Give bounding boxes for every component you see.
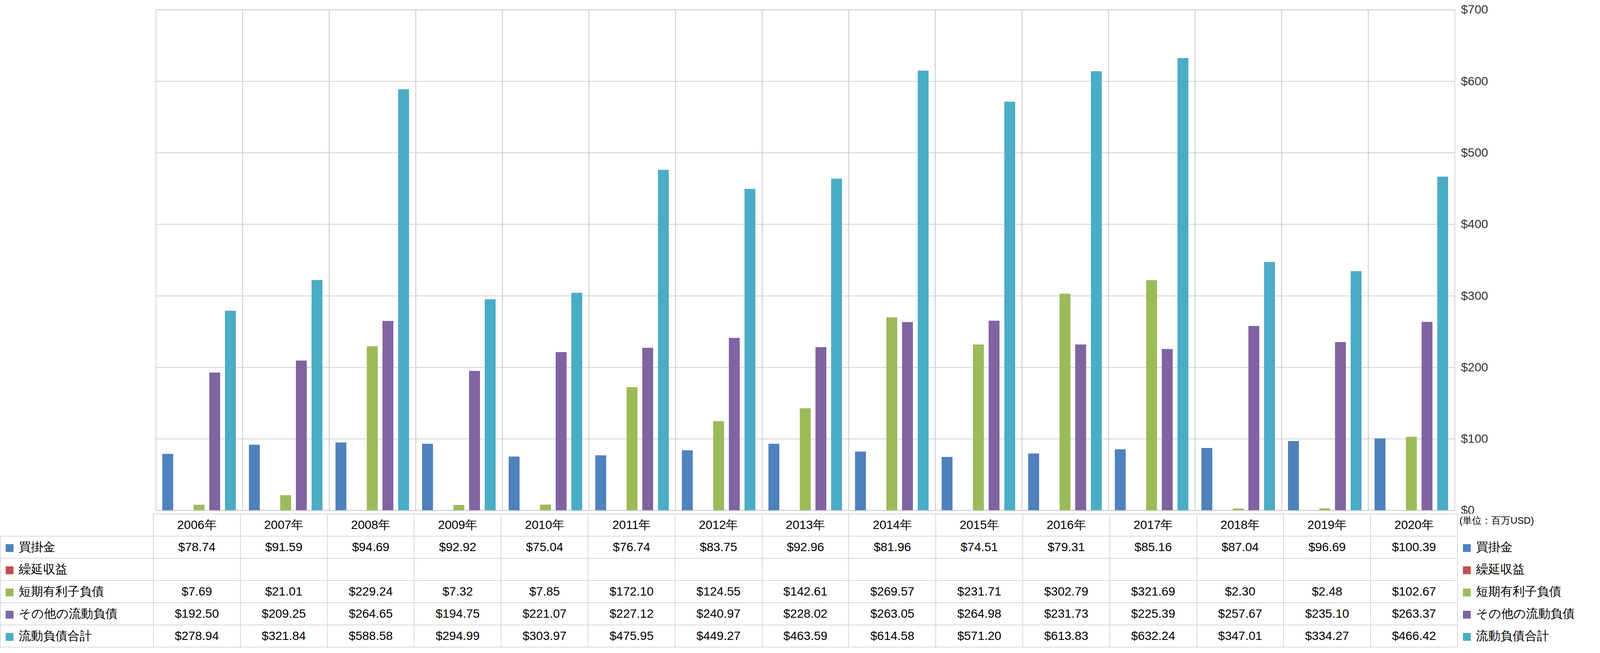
html-text:$124.55: $124.55 bbox=[696, 584, 741, 598]
html-text:繰延収益: 繰延収益 bbox=[18, 562, 68, 576]
html-text:$79.31: $79.31 bbox=[1047, 540, 1085, 554]
html-text:$85.16: $85.16 bbox=[1134, 540, 1172, 554]
html-text:$7.85: $7.85 bbox=[529, 584, 560, 598]
html-text:2007年: 2007年 bbox=[264, 517, 304, 532]
html-text:$7.69: $7.69 bbox=[181, 584, 213, 598]
html-text:$92.92: $92.92 bbox=[439, 540, 477, 554]
html-text:$83.75: $83.75 bbox=[699, 540, 738, 554]
html-text:$87.04: $87.04 bbox=[1221, 540, 1259, 554]
html-text:$334.27: $334.27 bbox=[1305, 628, 1350, 643]
html-text:短期有利子負債: 短期有利子負債 bbox=[1475, 584, 1562, 598]
html-text:$81.96: $81.96 bbox=[873, 540, 912, 554]
html-text:$75.04: $75.04 bbox=[525, 540, 564, 554]
html-text:$264.98: $264.98 bbox=[957, 606, 1002, 621]
html-text:$221.07: $221.07 bbox=[522, 606, 567, 621]
html-text:2009年: 2009年 bbox=[438, 517, 478, 532]
html-text:$192.50: $192.50 bbox=[174, 606, 219, 621]
html-text:2018年: 2018年 bbox=[1220, 517, 1260, 532]
html-text:$102.67: $102.67 bbox=[1391, 584, 1437, 598]
html-text:$303.97: $303.97 bbox=[522, 628, 567, 643]
html-text:2015年: 2015年 bbox=[959, 517, 999, 532]
svg-text:$400: $400 bbox=[1461, 217, 1489, 231]
svg-text:$500: $500 bbox=[1461, 145, 1489, 160]
html-text:$94.69: $94.69 bbox=[352, 540, 390, 554]
html-text:2010年: 2010年 bbox=[524, 517, 565, 532]
html-text:$613.83: $613.83 bbox=[1044, 628, 1089, 643]
html-text:買掛金: 買掛金 bbox=[18, 540, 56, 554]
html-text:$475.95: $475.95 bbox=[609, 628, 654, 643]
html-text:2020年: 2020年 bbox=[1394, 517, 1434, 532]
html-text:$227.12: $227.12 bbox=[609, 606, 654, 621]
html-text:$614.58: $614.58 bbox=[870, 628, 915, 643]
html-text:$231.71: $231.71 bbox=[957, 584, 1002, 598]
html-text:$588.58: $588.58 bbox=[348, 628, 393, 643]
html-text:2013年: 2013年 bbox=[785, 517, 826, 532]
html-text:その他の流動負債: その他の流動負債 bbox=[1475, 606, 1575, 621]
html-text:2012年: 2012年 bbox=[698, 517, 739, 532]
html-text:(単位：百万USD): (単位：百万USD) bbox=[1459, 514, 1534, 526]
html-text:$7.32: $7.32 bbox=[442, 584, 473, 598]
html-text:$2.48: $2.48 bbox=[1311, 584, 1343, 598]
html-text:$100.39: $100.39 bbox=[1391, 540, 1437, 554]
html-text:繰延収益: 繰延収益 bbox=[1475, 562, 1525, 576]
svg-text:$100: $100 bbox=[1461, 431, 1489, 446]
html-text:$240.97: $240.97 bbox=[696, 606, 741, 621]
html-text:2019年: 2019年 bbox=[1307, 517, 1347, 532]
html-text:$2.30: $2.30 bbox=[1224, 584, 1256, 598]
html-text:$228.02: $228.02 bbox=[783, 606, 828, 621]
html-text:$278.94: $278.94 bbox=[174, 628, 219, 643]
html-text:短期有利子負債: 短期有利子負債 bbox=[18, 584, 104, 598]
html-text:$449.27: $449.27 bbox=[696, 628, 741, 643]
html-text:$269.57: $269.57 bbox=[870, 584, 915, 598]
html-text:$235.10: $235.10 bbox=[1305, 606, 1350, 621]
html-text:$96.69: $96.69 bbox=[1308, 540, 1346, 554]
html-text:$302.79: $302.79 bbox=[1044, 584, 1089, 598]
svg-text:$200: $200 bbox=[1461, 360, 1489, 374]
html-text:$142.61: $142.61 bbox=[783, 584, 828, 598]
html-text:$194.75: $194.75 bbox=[435, 606, 480, 621]
html-text:$463.59: $463.59 bbox=[783, 628, 828, 643]
html-text:$91.59: $91.59 bbox=[265, 540, 303, 554]
svg-text:$700: $700 bbox=[1461, 2, 1489, 17]
html-text:$321.84: $321.84 bbox=[261, 628, 306, 643]
html-text:$92.96: $92.96 bbox=[786, 540, 825, 554]
html-text:$78.74: $78.74 bbox=[178, 540, 216, 554]
svg-text:$300: $300 bbox=[1461, 288, 1489, 303]
html-text:流動負債合計: 流動負債合計 bbox=[1475, 628, 1550, 643]
html-text:2006年: 2006年 bbox=[177, 517, 217, 532]
html-text:2016年: 2016年 bbox=[1046, 517, 1086, 532]
html-text:$209.25: $209.25 bbox=[261, 606, 306, 621]
html-text:$76.74: $76.74 bbox=[612, 540, 651, 554]
html-text:$225.39: $225.39 bbox=[1131, 606, 1176, 621]
html-text:$632.24: $632.24 bbox=[1131, 628, 1176, 643]
html-text:2011年: 2011年 bbox=[612, 517, 651, 532]
html-text:$229.24: $229.24 bbox=[348, 584, 393, 598]
html-text:流動負債合計: 流動負債合計 bbox=[18, 628, 92, 643]
html-text:$571.20: $571.20 bbox=[957, 628, 1002, 643]
html-text:$74.51: $74.51 bbox=[960, 540, 998, 554]
html-text:$321.69: $321.69 bbox=[1131, 584, 1176, 598]
html-text:$231.73: $231.73 bbox=[1044, 606, 1089, 621]
svg-text:$0: $0 bbox=[1461, 503, 1475, 514]
html-text:$263.37: $263.37 bbox=[1391, 606, 1437, 621]
html-text:2008年: 2008年 bbox=[351, 517, 391, 532]
html-text:$294.99: $294.99 bbox=[435, 628, 480, 643]
html-text:$172.10: $172.10 bbox=[609, 584, 654, 598]
html-text:$257.67: $257.67 bbox=[1218, 606, 1263, 621]
html-text:その他の流動負債: その他の流動負債 bbox=[18, 606, 118, 621]
html-text:2014年: 2014年 bbox=[872, 517, 913, 532]
html-text:$264.65: $264.65 bbox=[348, 606, 393, 621]
html-text:2017年: 2017年 bbox=[1133, 517, 1173, 532]
html-text:$347.01: $347.01 bbox=[1218, 628, 1263, 643]
html-text:$466.42: $466.42 bbox=[1391, 628, 1437, 643]
html-text:買掛金: 買掛金 bbox=[1475, 540, 1513, 554]
html-text:$263.05: $263.05 bbox=[870, 606, 915, 621]
svg-text:$600: $600 bbox=[1461, 74, 1489, 88]
html-text:$21.01: $21.01 bbox=[265, 584, 303, 598]
